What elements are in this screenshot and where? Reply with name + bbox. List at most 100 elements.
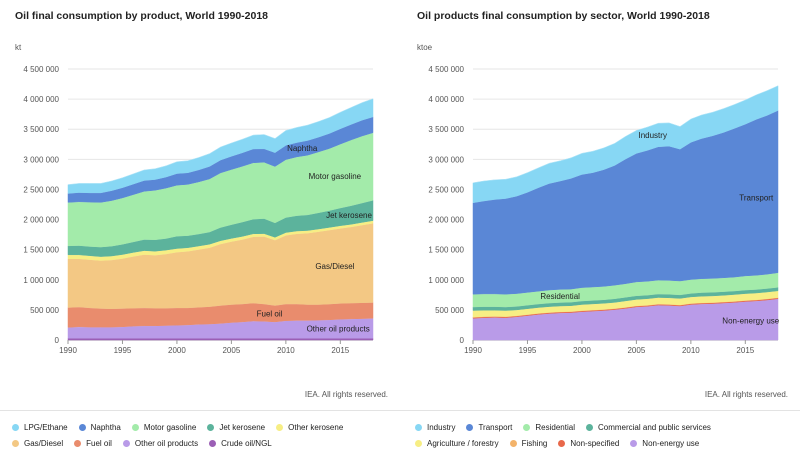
legend-item-jet-kerosene[interactable]: Jet kerosene: [207, 423, 265, 432]
area-edge-industry: [472, 85, 779, 184]
legend-swatch: [415, 439, 422, 447]
legend-swatch: [122, 439, 130, 447]
legend-row: Industry Transport Residential Commercial a…: [415, 419, 800, 435]
y-tick-label: 3 500 000: [428, 125, 464, 134]
area-label-non-energy-use: Non-energy use: [722, 316, 779, 325]
x-tick-label: 1990: [464, 346, 482, 355]
legend-row: Gas/Diesel Fuel oil Other oil products Crud…: [12, 435, 397, 451]
area-edge-lpg-ethane: [67, 98, 374, 185]
legend-item-commercial-and-public-services[interactable]: Commercial and public services: [585, 422, 711, 432]
y-tick-label: 1 500 000: [23, 246, 59, 255]
y-tick-label: 2 000 000: [428, 216, 464, 225]
legend-swatch: [509, 439, 517, 447]
legend-item-crude-oil-ngl[interactable]: Crude oil/NGL: [209, 439, 272, 448]
legend-swatch: [207, 423, 215, 431]
legend-item-other-oil-products[interactable]: Other oil products: [122, 438, 199, 448]
legend-label: LPG/Ethane: [24, 422, 68, 432]
y-tick-label: 4 500 000: [428, 65, 464, 74]
area-chart-by-sector: 0 500 000 1 000 000 1 500 000 2 000 000 2 500…: [428, 65, 779, 355]
x-tick-label: 2010: [277, 346, 295, 355]
chart-title: Oil products final consumption by sector…: [417, 10, 710, 22]
legend-swatch: [131, 423, 139, 431]
area-label-motor-gasoline: Motor gasoline: [309, 172, 362, 181]
y-tick-label: 4 500 000: [23, 65, 59, 74]
legend: Industry Transport Residential Commercial a…: [415, 419, 800, 451]
y-tick-label: 2 500 000: [23, 185, 59, 194]
legend-label: Agriculture / forestry: [427, 438, 499, 448]
area-label-residential: Residential: [540, 292, 580, 301]
legend-label: Motor gasoline: [143, 422, 197, 432]
legend-swatch: [12, 439, 19, 447]
legend-item-residential[interactable]: Residential: [523, 423, 575, 432]
legend-row: Agriculture / forestry Fishing Non-specifi…: [415, 435, 800, 451]
area-lpg-ethane: [67, 98, 374, 194]
credit-text: IEA. All rights reserved.: [704, 390, 788, 399]
y-tick-label: 1 000 000: [23, 276, 59, 285]
y-tick-label: 2 000 000: [23, 216, 59, 225]
y-tick-label: 3 500 000: [23, 125, 59, 134]
x-tick-label: 2005: [627, 346, 645, 355]
legend-swatch: [209, 439, 217, 447]
legend-item-non-energy-use[interactable]: Non-energy use: [630, 439, 699, 448]
area-label-transport: Transport: [739, 193, 774, 202]
x-tick-label: 2015: [331, 346, 349, 355]
x-tick-label: 2000: [573, 346, 591, 355]
x-tick-label: 2010: [682, 346, 700, 355]
x-tick-label: 2015: [736, 346, 754, 355]
x-tick-label: 1995: [114, 346, 132, 355]
y-axis-unit: ktoe: [417, 43, 433, 52]
legend-item-other-kerosene[interactable]: Other kerosene: [276, 423, 343, 432]
legend-item-lpg-ethane[interactable]: LPG/Ethane: [12, 423, 68, 432]
legend-item-fuel-oil[interactable]: Fuel oil: [74, 439, 112, 448]
legend-label: Other oil products: [134, 438, 199, 448]
legend-item-motor-gasoline[interactable]: Motor gasoline: [131, 422, 197, 432]
legend-swatch: [466, 423, 474, 431]
x-tick-label: 2000: [168, 346, 186, 355]
legend-swatch: [78, 423, 86, 431]
legend-swatch: [558, 439, 566, 447]
legend-item-industry[interactable]: Industry: [415, 423, 455, 432]
legend-item-non-specified[interactable]: Non-specified: [558, 439, 619, 448]
y-tick-label: 2 500 000: [428, 185, 464, 194]
y-tick-label: 3 000 000: [23, 155, 59, 164]
legend-label: Jet kerosene: [219, 422, 266, 432]
legend-swatch: [415, 423, 422, 431]
legend-row: LPG/Ethane Naphtha Motor gasoline Jet keros…: [12, 419, 397, 435]
x-tick-label: 2005: [222, 346, 240, 355]
legend-label: Commercial and public services: [597, 422, 711, 432]
y-tick-label: 4 000 000: [23, 95, 59, 104]
left-chart-panel: Oil final consumption by product, World …: [12, 10, 397, 451]
credit-text: IEA. All rights reserved.: [304, 390, 388, 399]
legend-label: Other kerosene: [288, 422, 344, 432]
y-tick-label: 1 500 000: [428, 246, 464, 255]
legend-label: Transport: [478, 422, 513, 432]
legend-label: Residential: [535, 422, 575, 432]
legend-label: Crude oil/NGL: [221, 438, 272, 448]
legend-swatch: [276, 423, 284, 431]
legend-label: Non-specified: [570, 438, 620, 448]
area-label-jet-kerosene: Jet kerosene: [326, 211, 372, 220]
area-chart-by-product: 0 500 000 1 000 000 1 500 000 2 000 000 2 500…: [23, 65, 374, 355]
x-tick-label: 1995: [519, 346, 537, 355]
legend-label: Fishing: [521, 438, 548, 448]
legend-item-fishing[interactable]: Fishing: [509, 438, 548, 448]
area-label-naphtha: Naphtha: [287, 144, 318, 153]
right-chart-panel: Oil products final consumption by sector…: [400, 0, 800, 456]
legend-item-transport[interactable]: Transport: [466, 423, 512, 432]
legend-item-naphtha[interactable]: Naphtha: [78, 423, 121, 432]
y-tick-label: 4 000 000: [428, 95, 464, 104]
legend-separator: [0, 410, 800, 411]
y-axis-unit: kt: [15, 43, 22, 52]
legend-swatch: [630, 439, 638, 447]
y-tick-label: 1 000 000: [428, 276, 464, 285]
area-industry: [472, 85, 779, 203]
legend-swatch: [523, 423, 531, 431]
legend: LPG/Ethane Naphtha Motor gasoline Jet keros…: [12, 419, 397, 451]
legend-item-agriculture-forestry[interactable]: Agriculture / forestry: [415, 439, 499, 448]
legend-label: Gas/Diesel: [24, 438, 64, 448]
legend-item-gas-diesel[interactable]: Gas/Diesel: [12, 439, 63, 448]
area-label-gas-diesel: Gas/Diesel: [315, 262, 354, 271]
chart-title: Oil final consumption by product, World …: [15, 10, 269, 22]
legend-swatch: [585, 423, 593, 431]
legend-label: Industry: [427, 422, 456, 432]
